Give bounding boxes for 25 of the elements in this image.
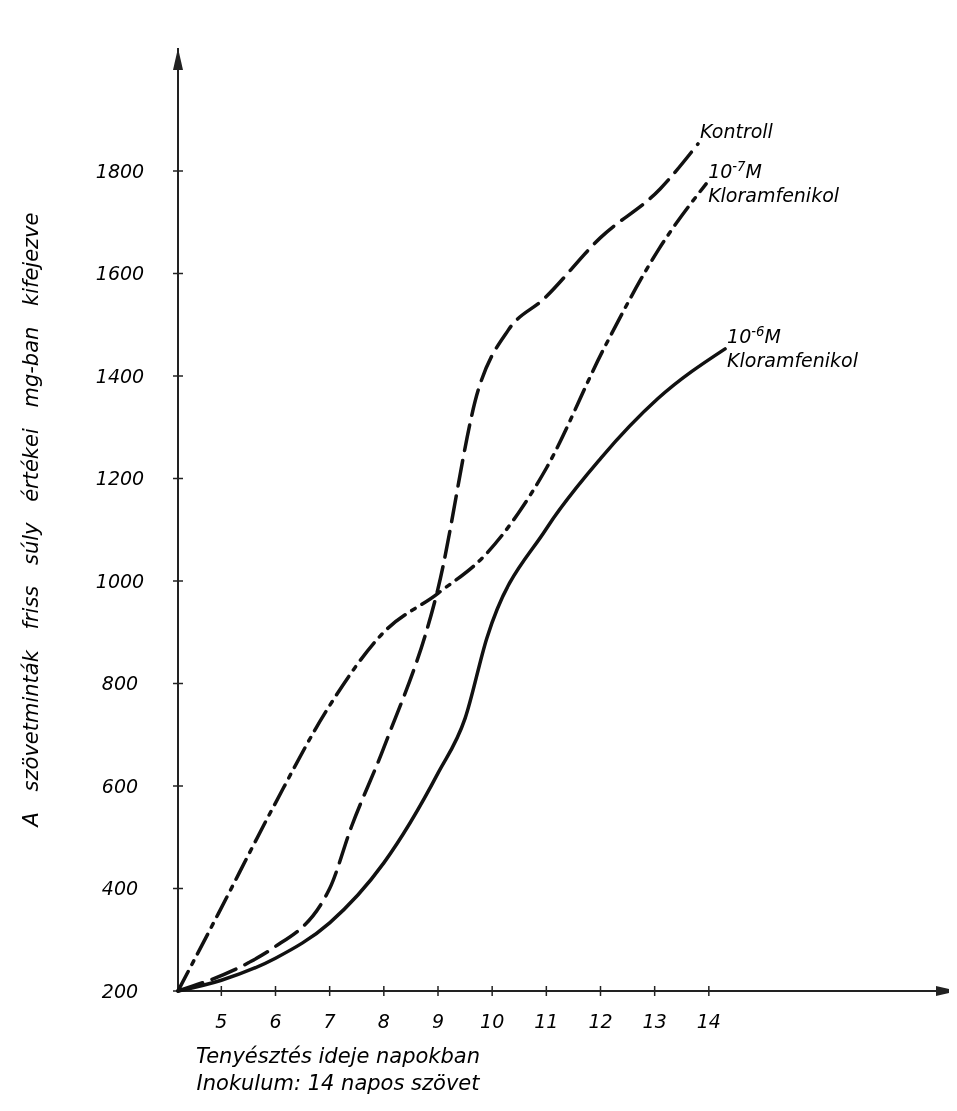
x-tick-label: 9 — [431, 1010, 445, 1032]
x-tick-label: 5 — [215, 1010, 228, 1032]
y-tick-label: 600 — [101, 774, 139, 797]
y-tick-label: 1000 — [95, 569, 145, 592]
y-tick-label: 1600 — [95, 262, 145, 285]
x-tick-label: 11 — [534, 1010, 559, 1032]
y-tick-label: 1400 — [95, 364, 145, 387]
y-tick-label: 1200 — [95, 467, 145, 490]
series-label: Kontroll — [700, 119, 774, 142]
x-tick-label: 14 — [696, 1010, 721, 1032]
x-tick-label: 6 — [269, 1010, 282, 1032]
text: Inokulum: 14 napos szövet — [196, 1071, 481, 1095]
y-tick-label: 200 — [101, 979, 139, 1002]
y-tick-label: 800 — [101, 672, 139, 695]
x-tick-label: 12 — [588, 1010, 613, 1032]
x-tick-label: 13 — [642, 1010, 667, 1032]
y-tick-label: 400 — [101, 877, 139, 900]
x-tick-label: 10 — [480, 1010, 505, 1032]
x-tick-label: 7 — [323, 1010, 336, 1032]
x-axis-title: Tenyésztés ideje napokban — [195, 1044, 481, 1068]
y-axis-title: A szövetminták friss súly értékei mg-ban kifejezve — [19, 212, 43, 829]
y-tick-label: 1800 — [95, 159, 145, 182]
x-tick-label: 8 — [377, 1010, 390, 1032]
series-label: 10$^{-6}$M Kloramfenikol — [727, 323, 859, 371]
series-label: 10$^{-7}$M Kloramfenikol — [708, 158, 840, 206]
